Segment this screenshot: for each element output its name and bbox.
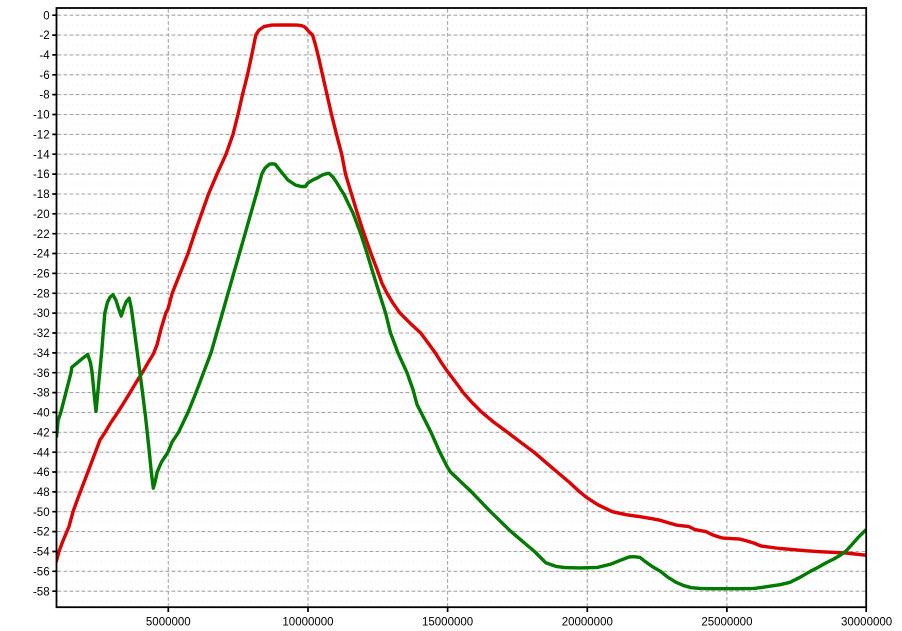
svg-text:-2: -2 (39, 30, 49, 42)
svg-text:-52: -52 (33, 527, 50, 539)
svg-text:-34: -34 (33, 348, 50, 360)
svg-text:-16: -16 (33, 169, 50, 181)
svg-text:-32: -32 (33, 328, 50, 340)
svg-text:-46: -46 (33, 467, 50, 479)
svg-text:-12: -12 (33, 130, 50, 142)
svg-text:-40: -40 (33, 408, 50, 420)
svg-text:-48: -48 (33, 487, 50, 499)
svg-text:-56: -56 (33, 566, 50, 578)
svg-text:30000000: 30000000 (841, 617, 892, 629)
svg-text:25000000: 25000000 (701, 617, 752, 629)
svg-text:-6: -6 (39, 70, 49, 82)
svg-text:5000000: 5000000 (146, 617, 191, 629)
svg-text:10000000: 10000000 (282, 617, 333, 629)
svg-text:-10: -10 (33, 110, 50, 122)
svg-text:-14: -14 (33, 149, 50, 161)
svg-text:-18: -18 (33, 189, 50, 201)
svg-text:-42: -42 (33, 427, 50, 439)
svg-text:-24: -24 (33, 249, 50, 261)
svg-text:-8: -8 (39, 90, 49, 102)
svg-text:-26: -26 (33, 269, 50, 281)
svg-text:-54: -54 (33, 547, 50, 559)
svg-text:-36: -36 (33, 368, 50, 380)
svg-text:0: 0 (43, 10, 49, 22)
svg-text:15000000: 15000000 (422, 617, 473, 629)
svg-text:-38: -38 (33, 388, 50, 400)
svg-text:20000000: 20000000 (562, 617, 613, 629)
svg-text:-50: -50 (33, 507, 50, 519)
svg-text:-4: -4 (39, 50, 50, 62)
svg-text:-58: -58 (33, 586, 50, 598)
svg-text:-44: -44 (33, 447, 50, 459)
svg-text:-22: -22 (33, 229, 50, 241)
svg-text:-28: -28 (33, 288, 50, 300)
svg-text:-20: -20 (33, 209, 50, 221)
svg-text:-30: -30 (33, 308, 50, 320)
